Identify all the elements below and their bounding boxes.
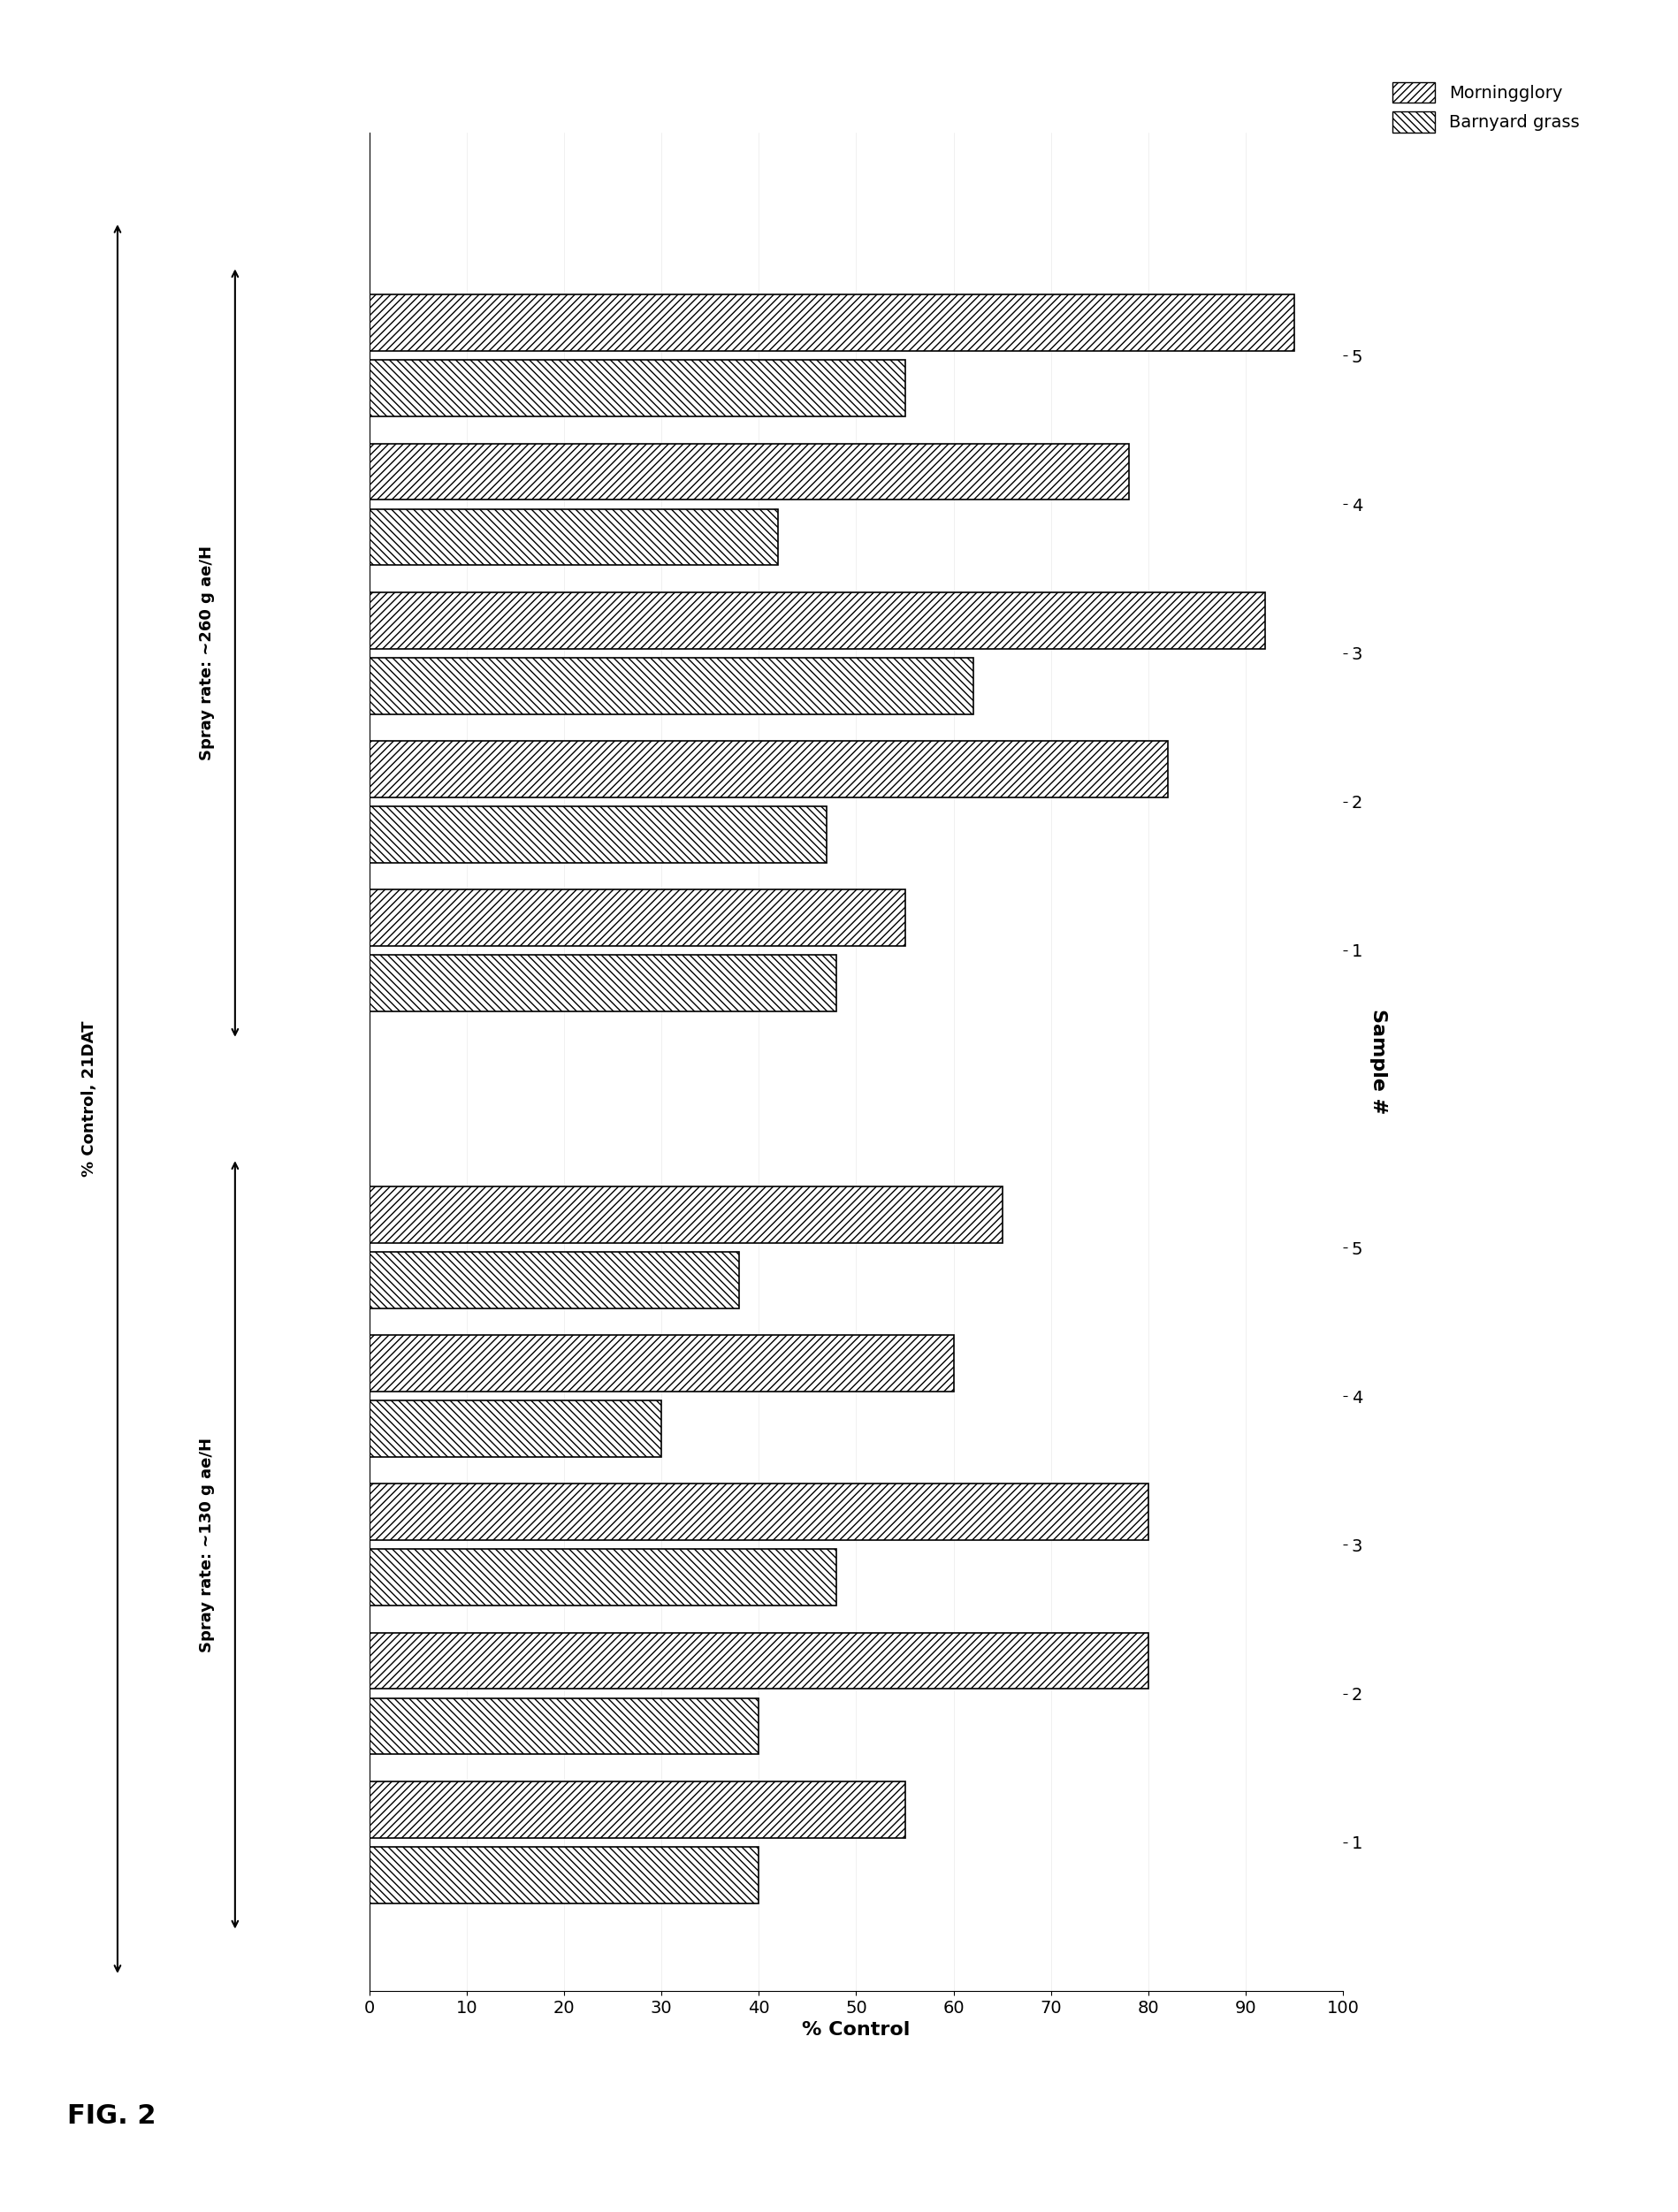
Bar	[369, 361, 904, 416]
Bar	[369, 741, 1168, 796]
Bar	[369, 657, 973, 714]
Bar	[369, 956, 836, 1011]
Bar	[369, 1699, 758, 1754]
Bar	[369, 509, 779, 566]
Text: Spray rate: ~130 g ae/H: Spray rate: ~130 g ae/H	[200, 1438, 215, 1652]
Bar	[369, 294, 1294, 352]
Bar	[369, 1548, 836, 1606]
Legend: Morningglory, Barnyard grass: Morningglory, Barnyard grass	[1384, 75, 1586, 139]
Bar	[369, 1781, 904, 1838]
Bar	[369, 1400, 661, 1458]
Bar	[369, 1847, 758, 1902]
Bar	[369, 1252, 738, 1310]
Bar	[369, 593, 1265, 648]
Text: FIG. 2: FIG. 2	[67, 2104, 156, 2128]
Bar	[369, 805, 827, 863]
Bar	[369, 889, 904, 947]
Bar	[369, 1186, 1002, 1243]
Bar	[369, 442, 1128, 500]
Bar	[369, 1484, 1148, 1540]
Text: Spray rate: ~260 g ae/H: Spray rate: ~260 g ae/H	[200, 546, 215, 761]
X-axis label: % Control: % Control	[802, 2022, 909, 2039]
Text: % Control, 21DAT: % Control, 21DAT	[82, 1022, 97, 1177]
Bar	[369, 1632, 1148, 1690]
Bar	[369, 1336, 953, 1391]
Y-axis label: Sample #: Sample #	[1369, 1009, 1386, 1115]
